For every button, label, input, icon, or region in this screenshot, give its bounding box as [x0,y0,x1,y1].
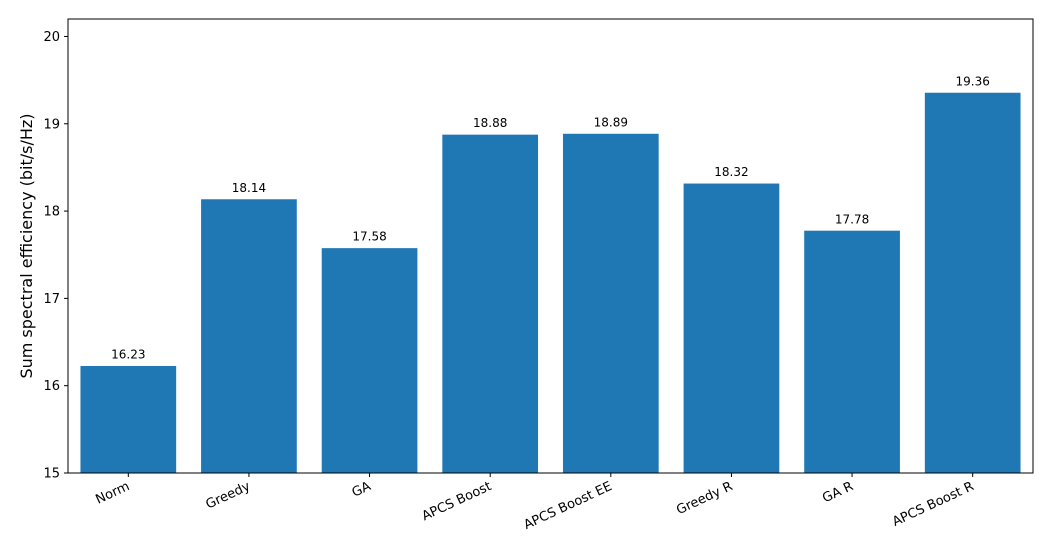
y-tick-label: 18 [43,205,60,220]
bar-value-label: 18.89 [594,115,628,129]
y-tick-label: 15 [43,467,60,482]
bar-value-label: 17.58 [352,230,386,244]
x-tick-label: GA R [820,479,855,506]
bars-group [79,91,1022,474]
bar-apcs-boost-r [924,91,1022,474]
bar-apcs-boost-ee [562,132,660,474]
bar-value-label: 19.36 [956,74,990,88]
bar-value-label: 17.78 [835,212,869,226]
bar-value-label: 18.88 [473,116,507,130]
bar-ga-r [803,229,901,474]
y-tick-label: 17 [43,292,60,307]
bar-value-label: 18.32 [714,165,748,179]
bar-norm [79,365,177,474]
bar-ga [320,247,419,474]
bar-value-label: 16.23 [111,348,145,362]
x-tick-label: APCS Boost [420,479,494,524]
x-tick-label: Greedy [204,479,253,513]
x-tick-label: Greedy R [674,479,735,518]
x-tick-label: APCS Boost EE [522,479,615,533]
y-axis-title: Sum spectral efficiency (bit/s/Hz) [17,113,36,378]
x-tick-label: Norm [94,479,132,508]
bar-greedy [200,198,298,474]
bar-value-labels: 16.23 18.14 17.58 18.88 18.89 18.32 17.78 19.36 [111,74,990,361]
x-tick-label: GA [350,479,374,501]
y-tick-label: 16 [43,379,60,394]
y-tick-label: 19 [43,117,60,132]
x-tick-label: APCS Boost R [890,479,976,530]
bar-apcs-boost [441,133,539,474]
x-axis: Norm Greedy GA APCS Boost APCS Boost EE Greed… [94,473,976,533]
bar-value-label: 18.14 [232,181,266,195]
y-axis: 15 16 17 18 19 20 [43,30,68,482]
bar-greedy-r [682,182,781,474]
y-tick-label: 20 [43,30,60,45]
plot-frame [67,18,1034,474]
